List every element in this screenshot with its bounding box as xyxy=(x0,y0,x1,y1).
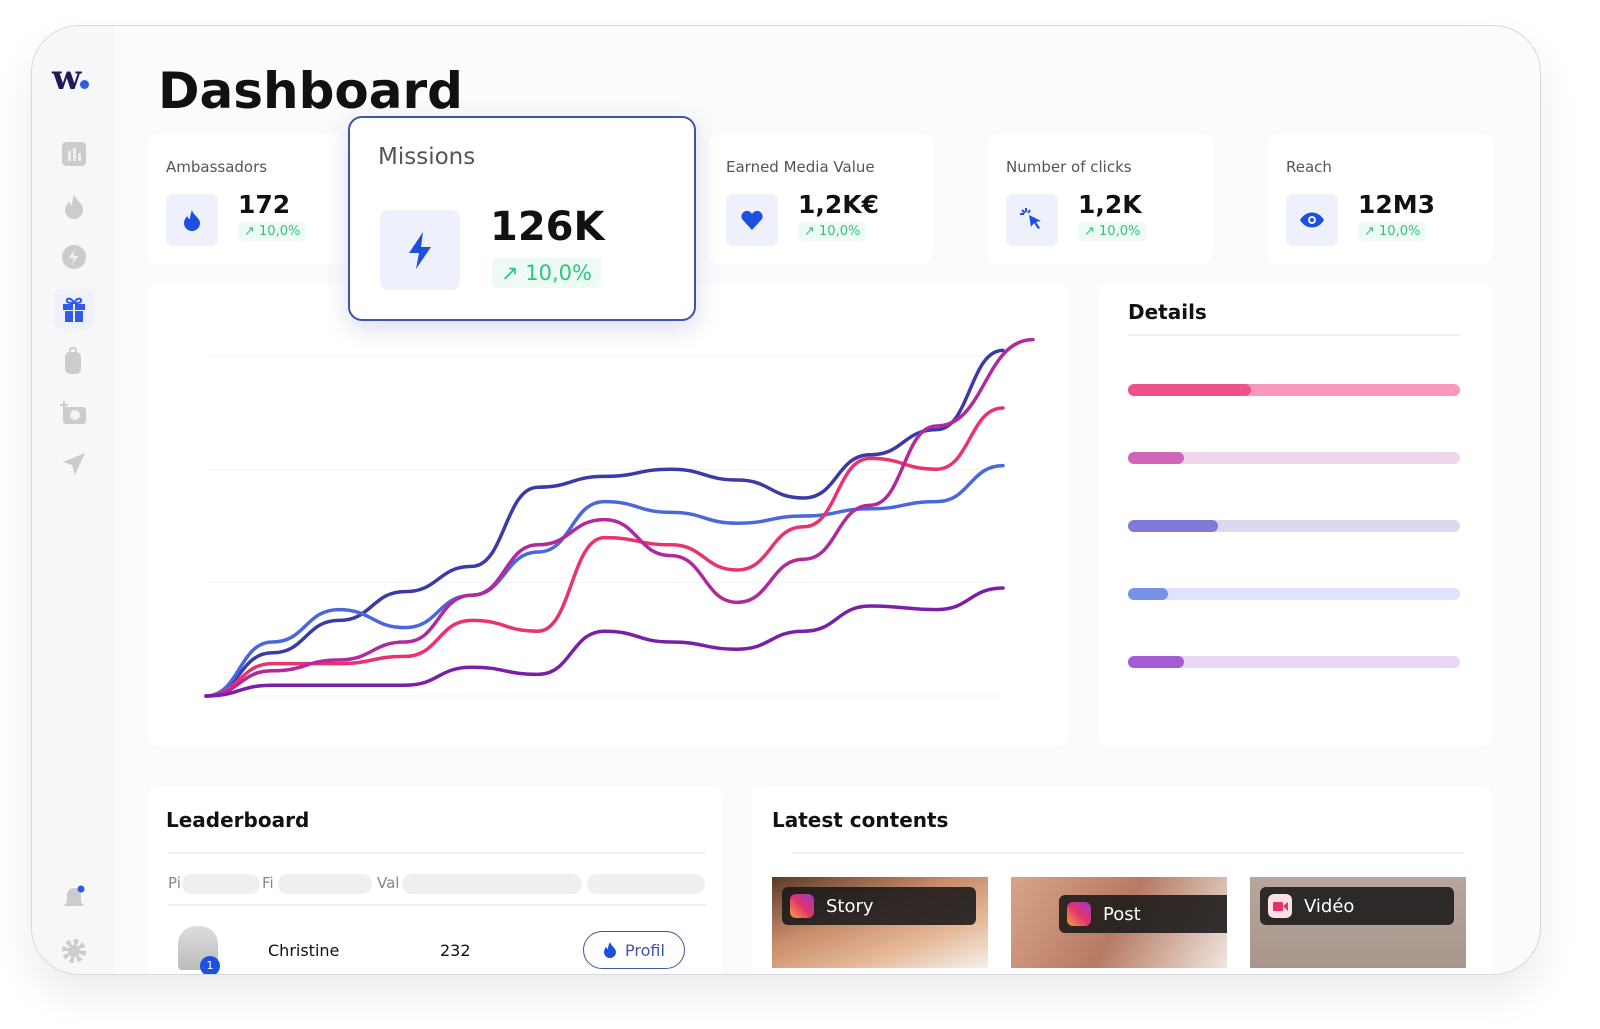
progress-bar xyxy=(1128,588,1460,600)
kpi-label: Missions xyxy=(378,144,476,170)
app-window: w Dashboard Ambassadors 172 ↗ 10,0% Miss… xyxy=(31,25,1541,975)
line-chart-card xyxy=(148,284,1068,746)
bar-chart-icon[interactable] xyxy=(54,134,94,174)
progress-bar xyxy=(1128,520,1460,532)
logo[interactable]: w xyxy=(52,58,90,98)
kpi-card-emv[interactable]: Earned Media Value 1,2K€ ↗ 10,0% xyxy=(708,134,933,264)
series-line-5 xyxy=(204,586,1005,698)
series-line-2 xyxy=(204,463,1005,698)
progress-bar xyxy=(1128,656,1460,668)
kpi-card-reach[interactable]: Reach 12M3 ↗ 10,0% xyxy=(1268,134,1493,264)
line-chart xyxy=(204,337,1035,698)
kpi-card-ambassadors[interactable]: Ambassadors 172 ↗ 10,0% xyxy=(148,134,348,264)
lightning-icon[interactable] xyxy=(54,237,94,277)
kpi-label: Earned Media Value xyxy=(726,158,875,176)
kpi-label: Ambassadors xyxy=(166,158,268,176)
content-thumbnail-story[interactable]: Story xyxy=(772,877,988,968)
content-thumbnail-video[interactable]: Vidéo xyxy=(1250,877,1466,968)
content-type-label: Vidéo xyxy=(1304,895,1355,917)
send-icon[interactable] xyxy=(54,444,94,484)
progress-fill xyxy=(1128,384,1251,396)
backpack-icon[interactable] xyxy=(54,341,94,381)
series-line-3 xyxy=(204,406,1005,698)
camera-plus-icon[interactable] xyxy=(54,393,94,433)
kpi-card-clicks[interactable]: Number of clicks 1,2K ↗ 10,0% xyxy=(988,134,1213,264)
divider xyxy=(1128,334,1460,336)
rank-badge: 1 xyxy=(200,956,220,974)
divider xyxy=(168,852,706,854)
instagram-icon xyxy=(790,894,814,918)
column-header[interactable]: Fi xyxy=(262,874,274,892)
content-type-label: Story xyxy=(826,895,874,917)
kpi-trend: ↗ 10,0% xyxy=(1078,222,1147,241)
divider xyxy=(168,904,706,906)
cursor-click-icon xyxy=(1006,194,1058,246)
kpi-trend: ↗ 10,0% xyxy=(1358,222,1427,241)
details-title: Details xyxy=(1128,300,1207,324)
kpi-value: 126K xyxy=(490,204,605,250)
video-camera-icon xyxy=(1268,894,1292,918)
kpi-trend: ↗ 10,0% xyxy=(238,222,307,241)
kpi-label: Number of clicks xyxy=(1006,158,1132,176)
details-card: Details xyxy=(1098,284,1492,746)
gift-icon[interactable] xyxy=(54,289,94,329)
eye-icon xyxy=(1286,194,1338,246)
progress-fill xyxy=(1128,656,1185,668)
progress-fill xyxy=(1128,452,1185,464)
page-title: Dashboard xyxy=(158,62,463,120)
gear-icon[interactable] xyxy=(54,931,94,971)
flame-icon xyxy=(166,194,218,246)
latest-contents-title: Latest contents xyxy=(772,808,949,832)
progress-bar xyxy=(1128,384,1460,396)
profile-button[interactable]: Profil xyxy=(583,931,685,969)
series-line-4 xyxy=(204,337,1035,698)
kpi-value: 1,2K€ xyxy=(798,190,880,219)
series-line-1 xyxy=(204,348,1005,698)
progress-bar xyxy=(1128,452,1460,464)
kpi-value: 1,2K xyxy=(1078,190,1142,219)
kpi-card-missions[interactable]: Missions 126K ↗ 10,0% xyxy=(348,116,696,321)
progress-fill xyxy=(1128,588,1168,600)
column-header[interactable]: Pi xyxy=(168,874,181,892)
leaderboard-title: Leaderboard xyxy=(166,808,310,832)
bell-icon[interactable] xyxy=(54,879,94,919)
kpi-label: Reach xyxy=(1286,158,1332,176)
kpi-value: 12M3 xyxy=(1358,190,1436,219)
kpi-trend: ↗ 10,0% xyxy=(492,258,601,288)
ambassador-value: 232 xyxy=(440,941,471,960)
flame-icon[interactable] xyxy=(54,186,94,226)
instagram-icon xyxy=(1067,902,1091,926)
divider xyxy=(792,852,1464,854)
column-header[interactable]: Val xyxy=(377,874,400,892)
kpi-value: 172 xyxy=(238,190,291,219)
lightning-icon xyxy=(380,210,460,290)
content-type-label: Post xyxy=(1103,903,1141,925)
sidebar: w xyxy=(32,26,114,974)
progress-fill xyxy=(1128,520,1218,532)
ambassador-name: Christine xyxy=(268,941,340,960)
content-thumbnail-post[interactable]: Post xyxy=(1011,877,1227,968)
flame-icon xyxy=(604,942,617,958)
kpi-trend: ↗ 10,0% xyxy=(798,222,867,241)
heart-icon xyxy=(726,194,778,246)
